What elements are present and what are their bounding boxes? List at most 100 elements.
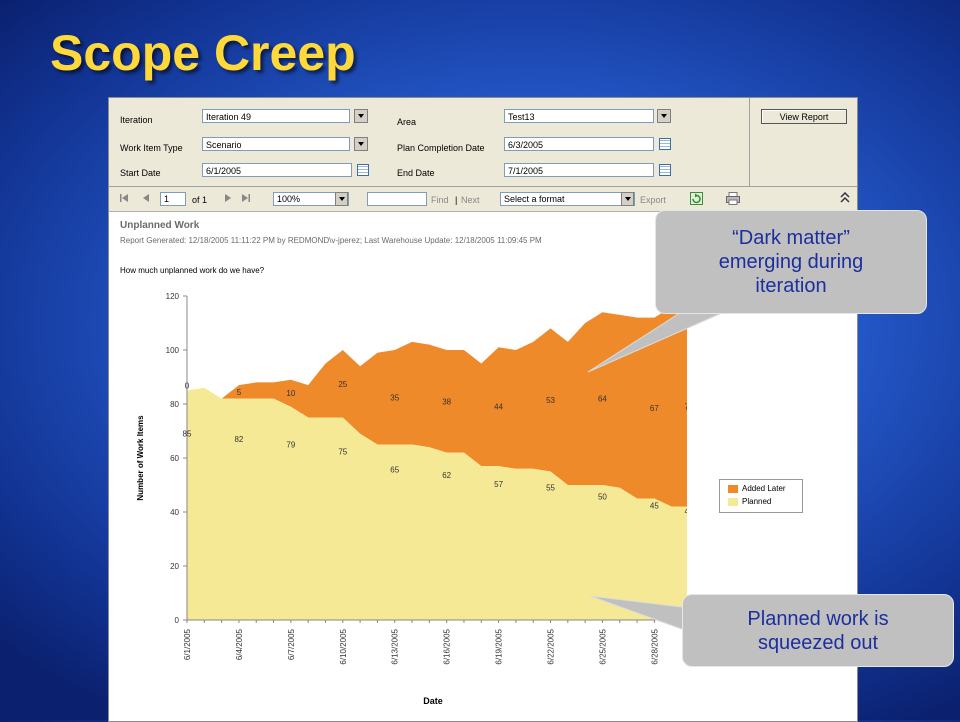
x-tick-label: 6/25/2005 [598, 628, 607, 664]
report-parameters: Iteration Iteration 49 Work Item Type Sc… [109, 98, 857, 187]
planned-data-label: 57 [494, 480, 503, 489]
added-later-data-label: 53 [546, 396, 555, 405]
x-tick-label: 6/7/2005 [287, 628, 296, 660]
planned-data-label: 65 [390, 466, 399, 475]
x-tick-label: 6/19/2005 [495, 628, 504, 664]
planned-callout-line1: Planned work is [747, 607, 889, 630]
work-item-type-dropdown-icon[interactable] [354, 137, 368, 151]
end-date-calendar-icon[interactable] [659, 164, 671, 176]
y-tick-label: 100 [166, 346, 180, 355]
find-link[interactable]: Find [431, 195, 449, 205]
zoom-select[interactable]: 100% [273, 192, 349, 206]
dark-matter-callout-line1: “Dark matter” [732, 227, 850, 249]
collapse-icon[interactable] [840, 192, 850, 204]
y-tick-label: 40 [170, 508, 179, 517]
area-select[interactable]: Test13 [504, 109, 654, 123]
dark-matter-callout-line2: emerging during [718, 251, 864, 273]
added-later-data-label: 44 [494, 403, 503, 412]
y-tick-label: 20 [170, 562, 179, 571]
refresh-icon[interactable] [690, 192, 703, 205]
parameter-divider [749, 98, 750, 186]
plan-completion-input[interactable]: 6/3/2005 [504, 137, 654, 151]
report-question: How much unplanned work do we have? [120, 266, 265, 275]
y-tick-label: 0 [175, 616, 180, 625]
added-later-data-label: 25 [338, 380, 347, 389]
iteration-dropdown-icon[interactable] [354, 109, 368, 123]
planned-data-label: 42 [685, 507, 687, 516]
next-link[interactable]: Next [461, 195, 480, 205]
page-count: of 1 [192, 195, 208, 205]
start-date-input[interactable]: 6/1/2005 [202, 163, 352, 177]
planned-work-callout: Planned work is squeezed out [682, 594, 954, 667]
find-separator: | [455, 195, 458, 205]
start-date-label: Start Date [120, 168, 161, 178]
planned-data-label: 82 [234, 435, 243, 444]
y-tick-label: 80 [170, 400, 179, 409]
x-tick-label: 6/1/2005 [183, 628, 192, 660]
first-page-icon[interactable] [119, 193, 129, 203]
view-report-button[interactable]: View Report [761, 109, 847, 124]
legend-label-added-later: Added Later [742, 484, 786, 493]
area-dropdown-icon[interactable] [657, 109, 671, 123]
start-date-calendar-icon[interactable] [357, 164, 369, 176]
find-input[interactable] [367, 192, 427, 206]
planned-callout-line2: squeezed out [757, 631, 879, 654]
slide-title: Scope Creep [50, 25, 356, 81]
planned-data-label: 55 [546, 484, 555, 493]
added-later-data-label: 64 [598, 395, 607, 404]
added-later-data-label: 35 [390, 393, 399, 402]
zoom-dropdown-icon[interactable] [335, 192, 348, 206]
planned-data-label: 50 [598, 493, 607, 502]
x-axis-title: Date [423, 696, 443, 706]
added-later-data-label: 74 [685, 403, 687, 412]
added-later-data-label: 10 [286, 389, 295, 398]
report-toolbar: 1 of 1 100% Find | Next Select a format … [109, 187, 857, 212]
report-title: Unplanned Work [120, 220, 200, 231]
added-later-area [187, 306, 687, 507]
added-later-data-label: 5 [237, 388, 242, 397]
report-viewer: Iteration Iteration 49 Work Item Type Sc… [108, 97, 858, 722]
x-tick-label: 6/22/2005 [547, 628, 556, 664]
work-item-type-select[interactable]: Scenario [202, 137, 350, 151]
iteration-select[interactable]: Iteration 49 [202, 109, 350, 123]
legend-swatch-added-later [728, 485, 738, 493]
planned-data-label: 79 [286, 440, 295, 449]
plan-completion-calendar-icon[interactable] [659, 138, 671, 150]
export-link[interactable]: Export [640, 195, 667, 205]
y-axis-title: Number of Work Items [136, 415, 145, 501]
x-tick-label: 6/16/2005 [443, 628, 452, 664]
dark-matter-callout-line3: iteration [755, 275, 827, 297]
legend-label-planned: Planned [742, 497, 772, 506]
iteration-label: Iteration [120, 115, 153, 125]
planned-area [187, 387, 687, 620]
last-page-icon[interactable] [241, 193, 251, 203]
x-tick-label: 6/10/2005 [339, 628, 348, 664]
area-label: Area [397, 117, 417, 127]
report-generated-info: Report Generated: 12/18/2005 11:11:22 PM… [120, 236, 542, 245]
format-dropdown-icon[interactable] [621, 192, 634, 206]
chart-legend: Added Later Planned [719, 479, 803, 513]
planned-data-label: 85 [183, 430, 192, 439]
prev-page-icon[interactable] [141, 193, 151, 203]
end-date-input[interactable]: 7/1/2005 [504, 163, 654, 177]
dark-matter-callout: “Dark matter” emerging during iteration [655, 210, 927, 314]
plan-completion-label: Plan Completion Date [397, 143, 485, 153]
y-tick-label: 120 [166, 292, 180, 301]
added-later-data-label: 38 [442, 397, 451, 406]
added-later-data-label: 0 [185, 382, 190, 391]
page-number-input[interactable]: 1 [160, 192, 186, 206]
export-format-select[interactable]: Select a format [500, 192, 635, 206]
legend-swatch-planned [728, 498, 738, 506]
added-later-data-label: 67 [650, 404, 659, 413]
next-page-icon[interactable] [223, 193, 233, 203]
x-tick-label: 6/4/2005 [235, 628, 244, 660]
print-icon[interactable] [726, 192, 740, 205]
x-tick-label: 6/28/2005 [650, 628, 659, 664]
planned-data-label: 45 [650, 502, 659, 511]
y-tick-label: 60 [170, 454, 179, 463]
x-tick-label: 6/13/2005 [391, 628, 400, 664]
end-date-label: End Date [397, 168, 435, 178]
planned-data-label: 75 [338, 448, 347, 457]
work-item-type-label: Work Item Type [120, 143, 183, 153]
